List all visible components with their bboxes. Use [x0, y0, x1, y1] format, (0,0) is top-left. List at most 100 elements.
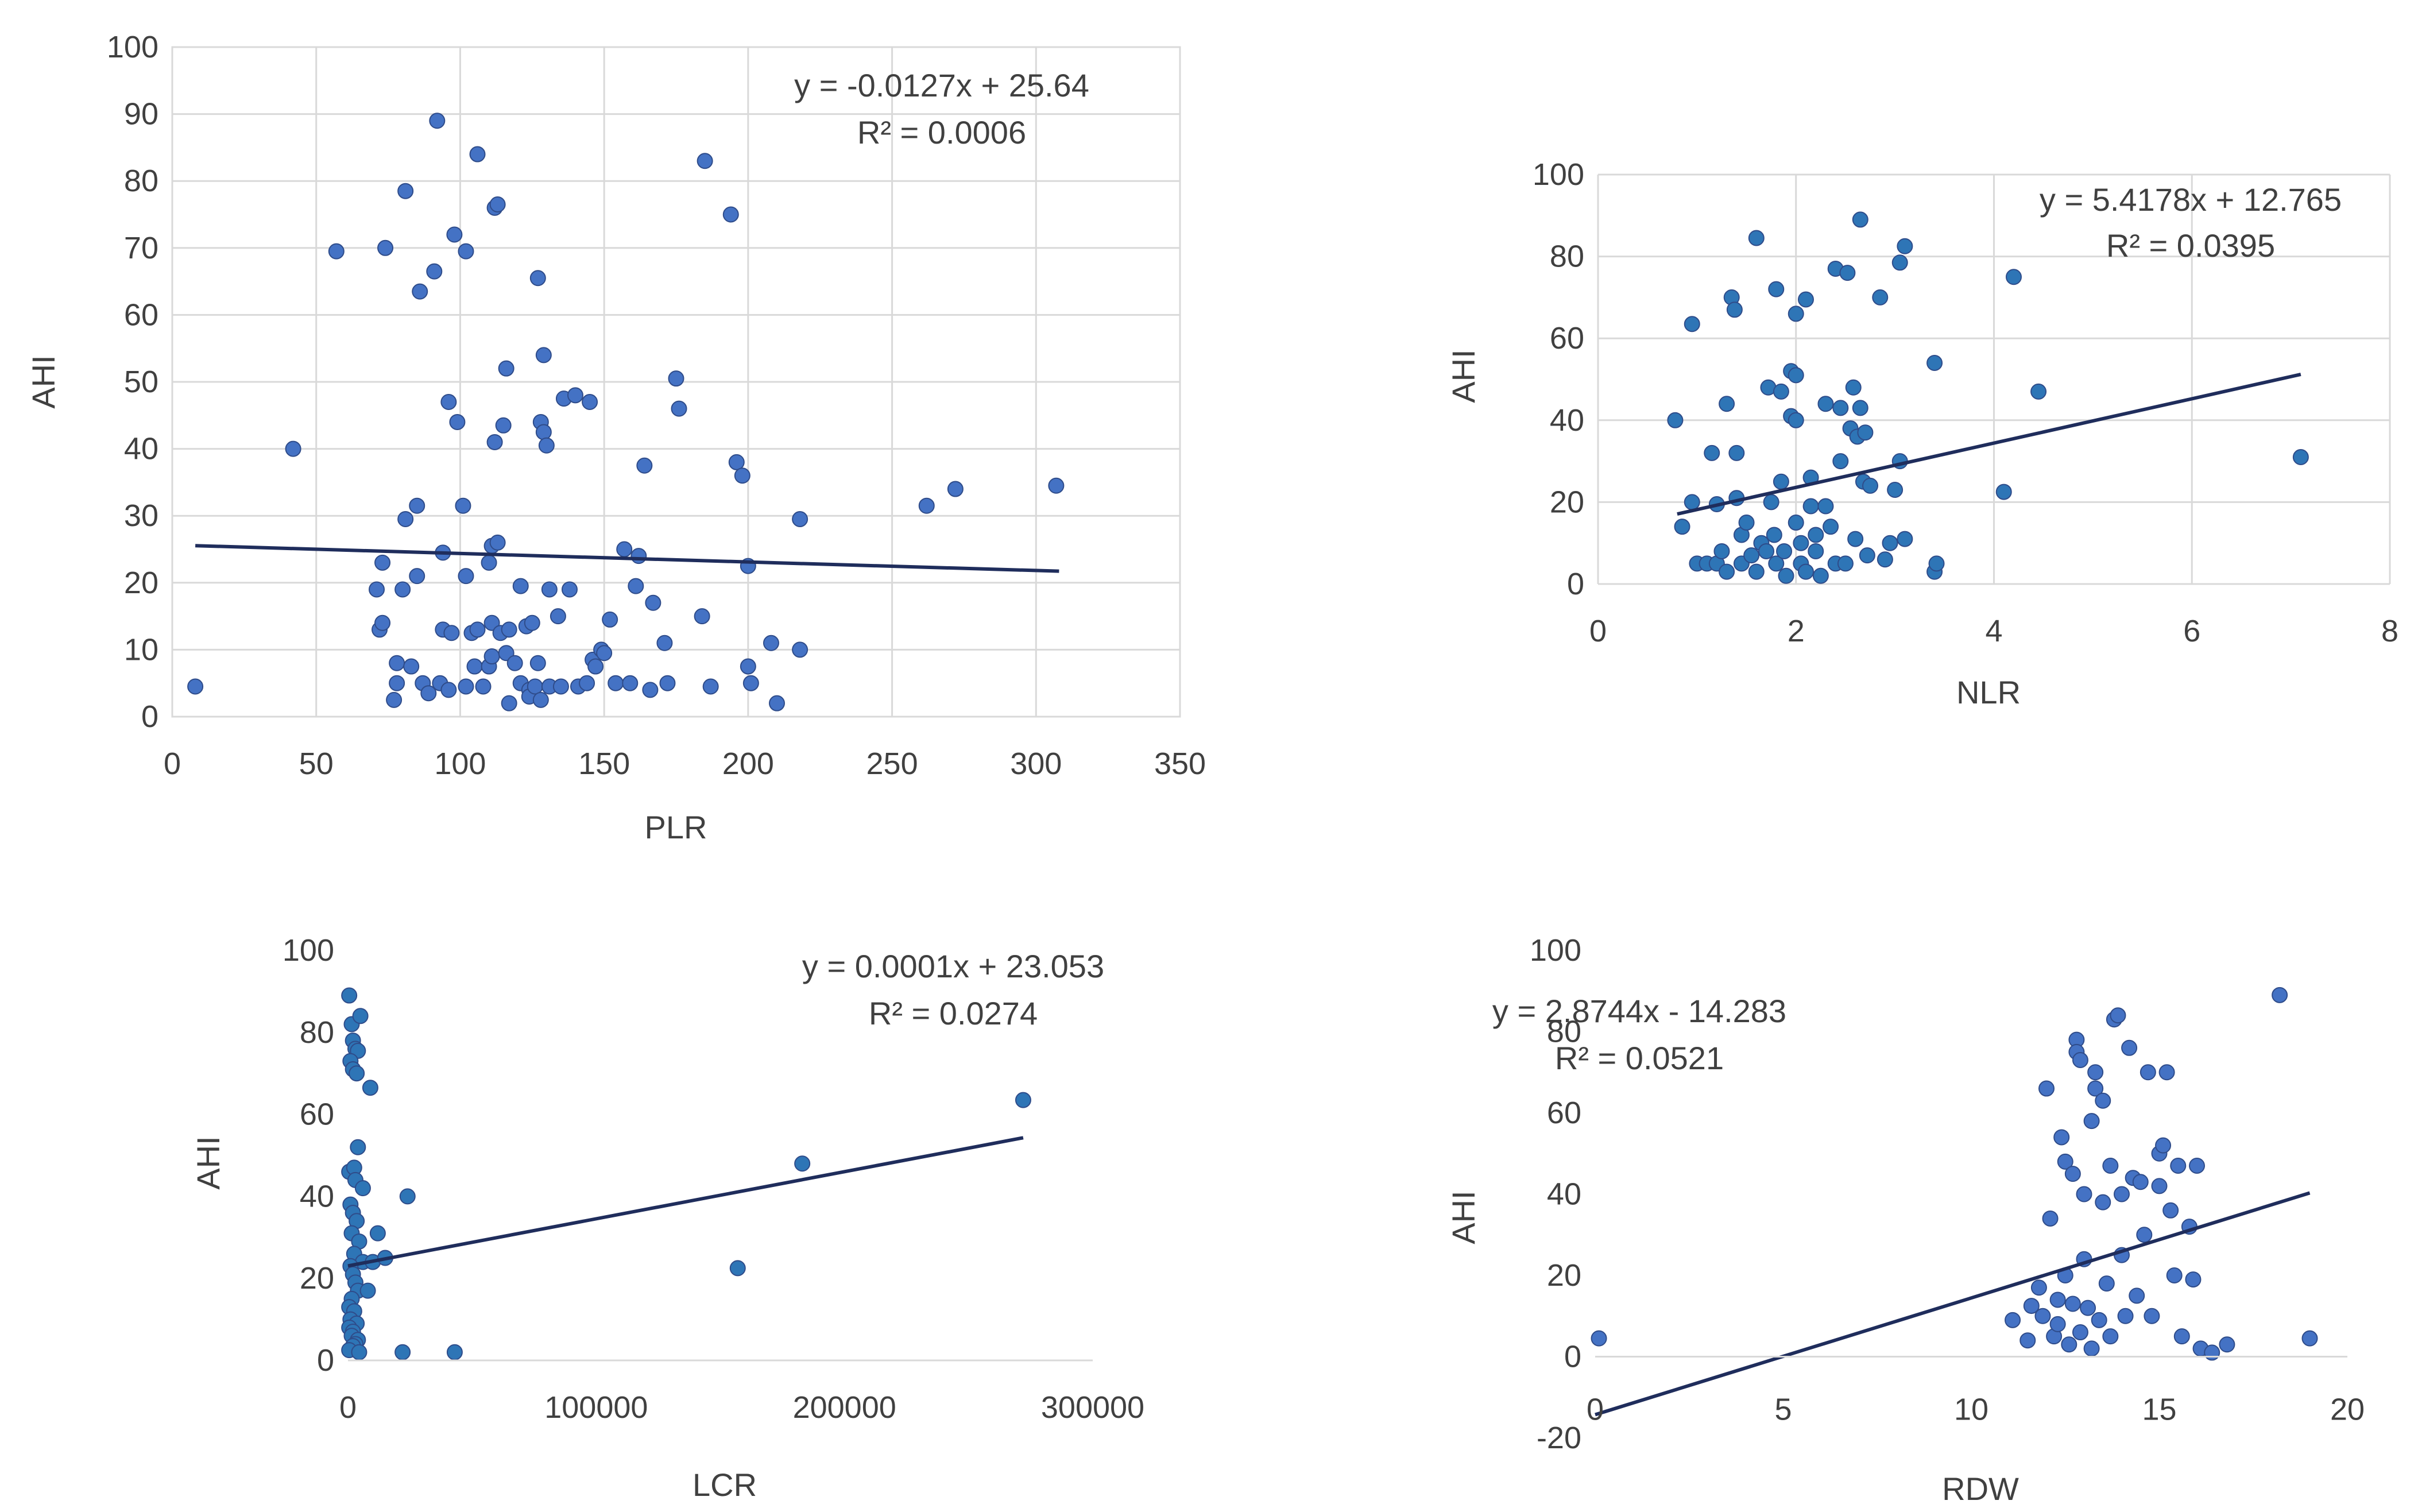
plr-x-tick-label-6: 300 [1010, 747, 1062, 781]
plr-y-tick-label-4: 40 [124, 432, 158, 466]
plr-point-107 [792, 511, 808, 528]
nlr-y-tick-label-0: 0 [1567, 567, 1584, 601]
rdw-point-2 [2019, 1332, 2036, 1349]
plr-point-52 [501, 695, 517, 711]
rdw-point-12 [2057, 1153, 2073, 1170]
lcr-x-tick-label-2: 200000 [793, 1390, 896, 1425]
nlr-point-65 [1859, 547, 1875, 564]
plr-point-30 [455, 497, 471, 514]
rdw-point-16 [2064, 1296, 2081, 1312]
plr-point-47 [489, 534, 506, 551]
nlr-point-23 [1758, 543, 1775, 559]
rdw-point-7 [2042, 1210, 2059, 1227]
rdw-point-23 [2080, 1300, 2096, 1316]
plr-y-tick-label-1: 10 [124, 632, 158, 667]
rdw-x-tick-label-2: 10 [1954, 1393, 1988, 1427]
nlr-point-14 [1728, 444, 1745, 461]
nlr-point-6 [1704, 444, 1720, 461]
plr-point-44 [486, 434, 503, 450]
nlr-point-71 [1891, 254, 1908, 271]
lcr-x-ticks: 0 100000 200000 300000 [339, 1390, 1144, 1425]
plr-point-0 [187, 678, 204, 695]
lcr-point-7 [349, 1065, 365, 1082]
rdw-point-45 [2144, 1308, 2160, 1324]
plr-y-tick-label-9: 90 [124, 97, 158, 132]
rdw-point-51 [2166, 1267, 2183, 1283]
nlr-point-50 [1823, 519, 1839, 535]
plr-y-tick-label-7: 70 [124, 231, 158, 265]
plr-point-67 [538, 437, 555, 454]
nlr-point-35 [1788, 306, 1804, 322]
rdw-point-11 [2053, 1129, 2070, 1146]
rdw-point-42 [2132, 1174, 2149, 1190]
plr-point-55 [512, 578, 529, 594]
nlr-point-78 [1995, 484, 2012, 500]
rdw-point-9 [2049, 1291, 2066, 1308]
plr-point-53 [501, 621, 517, 638]
plr-point-85 [616, 541, 633, 558]
plr-point-105 [763, 635, 779, 651]
plr-point-46 [489, 196, 506, 213]
nlr-point-26 [1766, 527, 1782, 543]
rdw-y-tick-label-4: 60 [1547, 1096, 1581, 1130]
lcr-y-axis-label: AHI [190, 1136, 226, 1189]
plr-point-10 [389, 675, 405, 691]
lcr-points [341, 987, 1031, 1360]
lcr-y-tick-label-5: 100 [283, 933, 334, 968]
rdw-point-19 [2072, 1052, 2088, 1069]
plr-point-84 [608, 675, 624, 691]
plr-point-20 [426, 263, 443, 280]
rdw-point-31 [2098, 1275, 2115, 1292]
rdw-x-tick-label-4: 20 [2330, 1393, 2365, 1427]
plr-y-ticks: 0 10 20 30 40 50 60 70 80 90 100 [107, 30, 158, 734]
rdw-point-60 [2272, 987, 2288, 1003]
nlr-y-axis-label: AHI [1445, 349, 1481, 403]
plr-point-101 [734, 467, 750, 484]
plr-point-54 [506, 655, 523, 671]
lcr-y-tick-label-1: 20 [300, 1261, 334, 1296]
chart-rdw: -20 0 20 40 60 80 100 0 5 10 15 20 y = 2.8744x - 1… [1407, 896, 2418, 1512]
lcr-trendline [347, 1136, 1024, 1268]
plr-plot-border [171, 46, 1181, 718]
nlr-point-21 [1748, 563, 1765, 580]
nlr-point-36 [1788, 367, 1804, 384]
plr-point-64 [532, 691, 549, 708]
plr-point-99 [722, 206, 739, 223]
rdw-point-55 [2185, 1271, 2202, 1288]
plr-point-15 [409, 497, 425, 514]
nlr-point-27 [1768, 281, 1785, 297]
lcr-point-47 [794, 1155, 811, 1172]
plr-point-75 [567, 387, 583, 404]
plr-point-28 [443, 625, 460, 641]
rdw-y-tick-label-2: 20 [1547, 1258, 1581, 1293]
lcr-point-46 [729, 1260, 746, 1277]
plr-point-40 [481, 554, 497, 571]
nlr-point-49 [1817, 498, 1834, 515]
plr-point-50 [498, 360, 514, 377]
nlr-equation: y = 5.4178x + 12.765 [2040, 181, 2342, 218]
plr-point-80 [587, 658, 604, 675]
nlr-point-47 [1812, 567, 1829, 584]
nlr-point-69 [1882, 535, 1898, 551]
nlr-point-9 [1713, 543, 1730, 559]
nlr-point-44 [1802, 498, 1819, 515]
nlr-point-30 [1773, 473, 1789, 490]
nlr-point-55 [1837, 555, 1854, 572]
plr-point-66 [535, 424, 552, 440]
plr-point-8 [386, 691, 403, 708]
nlr-r-squared: R² = 0.0395 [2106, 227, 2275, 264]
plr-point-26 [440, 682, 457, 698]
plr-point-12 [397, 183, 414, 199]
nlr-y-tick-label-2: 40 [1550, 403, 1584, 438]
plr-point-62 [529, 270, 546, 287]
lcr-point-14 [354, 1180, 371, 1197]
lcr-equation: y = 0.0001x + 23.053 [802, 948, 1104, 984]
rdw-point-52 [2170, 1157, 2187, 1174]
rdw-point-21 [2076, 1186, 2092, 1202]
plr-point-7 [374, 614, 391, 631]
rdw-r-squared: R² = 0.0521 [1555, 1040, 1724, 1076]
lcr-x-tick-label-3: 300000 [1041, 1390, 1144, 1425]
plr-point-110 [947, 481, 964, 497]
plr-equation: y = -0.0127x + 25.64 [794, 67, 1089, 103]
